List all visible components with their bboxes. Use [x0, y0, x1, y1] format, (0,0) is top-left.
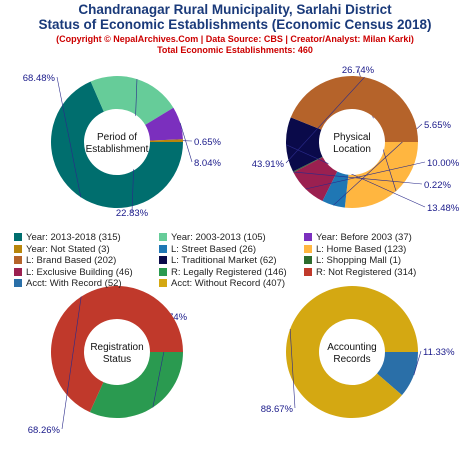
donut-center-label: Period of	[97, 132, 137, 143]
legend-swatch	[159, 279, 167, 287]
donut-slice	[344, 142, 418, 208]
legend-label: Acct: With Record (52)	[26, 278, 122, 289]
legend-label: Acct: Without Record (407)	[171, 278, 286, 289]
legend-item: L: Exclusive Building (46)	[14, 267, 133, 279]
donut-slice	[50, 286, 183, 413]
leader-line	[285, 77, 365, 164]
legend-item: L: Brand Based (202)	[14, 255, 116, 267]
donut-center-label: Status	[103, 354, 131, 365]
legend-item: L: Shopping Mall (1)	[304, 255, 401, 267]
percent-label: 26.74%	[342, 65, 375, 76]
legend-swatch	[304, 256, 312, 264]
chart-title-line1: Chandranagar Rural Municipality, Sarlahi…	[78, 2, 392, 17]
legend-swatch	[14, 244, 22, 253]
percent-label: 68.48%	[23, 73, 56, 84]
donut-slice	[90, 75, 174, 125]
donut-center-label: Location	[333, 144, 371, 155]
donut-hole	[85, 320, 149, 384]
leader-line	[413, 350, 422, 376]
chart-title-line2: Status of Economic Establishments (Econo…	[38, 17, 432, 32]
percent-label: 0.22%	[424, 180, 451, 191]
percent-label: 8.04%	[194, 158, 221, 169]
legend-item: R: Not Registered (314)	[304, 267, 416, 279]
leader-line	[305, 161, 426, 190]
legend-swatch	[159, 244, 167, 253]
donut-hole	[320, 110, 384, 174]
legend-label: Year: 2003-2013 (105)	[171, 232, 266, 243]
legend-swatch	[14, 256, 22, 264]
donut-slice	[286, 117, 323, 172]
donut-slice	[149, 139, 183, 142]
legend-label: L: Exclusive Building (46)	[26, 266, 133, 278]
legend-swatch	[304, 267, 312, 276]
legend-label: L: Street Based (26)	[171, 243, 257, 255]
percent-label: 43.91%	[252, 159, 285, 170]
legend-swatch	[14, 279, 22, 287]
legend-item: R: Legally Registered (146)	[159, 267, 287, 279]
legend-item: Year: 2003-2013 (105)	[159, 232, 266, 244]
legend-label: L: Shopping Mall (1)	[316, 255, 402, 266]
legend-label: L: Brand Based (202)	[26, 255, 117, 266]
legend-label: R: Not Registered (314)	[316, 266, 417, 278]
legend-swatch	[304, 233, 312, 241]
donut-center-label: Physical	[333, 132, 370, 143]
percent-label: 0.65%	[194, 137, 221, 148]
legend-item: Acct: With Record (52)	[14, 278, 122, 290]
legend-label: Year: 2013-2018 (315)	[26, 232, 121, 243]
legend-label: Year: Not Stated (3)	[26, 243, 110, 255]
legend-swatch	[159, 267, 167, 276]
legend-swatch	[159, 233, 167, 241]
legend-item: Year: Not Stated (3)	[14, 244, 110, 256]
donut-slice	[292, 156, 323, 173]
legend-label: L: Home Based (123)	[316, 243, 407, 255]
percent-label: 13.48%	[427, 203, 460, 214]
legend-label: Year: Before 2003 (37)	[316, 232, 412, 243]
legend-item: Year: 2013-2018 (315)	[14, 232, 121, 244]
donut-slice	[145, 107, 183, 141]
donut-center-label: Establishment	[86, 144, 149, 155]
legend-label: R: Legally Registered (146)	[171, 266, 287, 278]
percent-label: 22.83%	[116, 208, 149, 219]
legend-item: L: Street Based (26)	[159, 244, 256, 256]
legend-swatch	[304, 244, 312, 253]
donut-slice	[89, 352, 183, 418]
percent-label: 68.26%	[28, 425, 61, 436]
donut-slice	[376, 352, 419, 396]
donut-slice	[290, 75, 418, 142]
copyright-note: (Copyright © NepalArchives.Com | Data So…	[56, 34, 414, 44]
percent-label: 88.67%	[261, 404, 294, 415]
legend-swatch	[14, 233, 22, 241]
legend-label: L: Traditional Market (62)	[171, 255, 277, 266]
donut-center-label: Records	[333, 354, 370, 365]
percent-label: 11.33%	[423, 347, 455, 358]
donut-slice	[51, 81, 184, 208]
legend-swatch	[159, 256, 167, 264]
total-establishments: Total Economic Establishments: 460	[157, 45, 313, 55]
donut-hole	[85, 110, 149, 174]
legend-item: Year: Before 2003 (37)	[304, 232, 412, 244]
donut-slice	[286, 286, 418, 419]
leader-line	[289, 328, 296, 409]
percent-label: 5.65%	[424, 120, 451, 131]
legend-item: Acct: Without Record (407)	[159, 278, 285, 290]
donut-slice	[293, 157, 338, 202]
donut-hole	[320, 320, 384, 384]
legend-swatch	[14, 267, 22, 276]
leader-line	[61, 296, 82, 430]
legend-item: L: Traditional Market (62)	[159, 255, 277, 267]
leader-line	[285, 144, 426, 208]
legend-item: L: Home Based (123)	[304, 244, 406, 256]
leader-line	[293, 171, 423, 185]
leader-line	[179, 122, 193, 163]
donut-center-label: Accounting	[327, 342, 376, 353]
donut-center-label: Registration	[90, 342, 143, 353]
percent-label: 10.00%	[427, 158, 460, 169]
leader-line	[56, 76, 82, 198]
